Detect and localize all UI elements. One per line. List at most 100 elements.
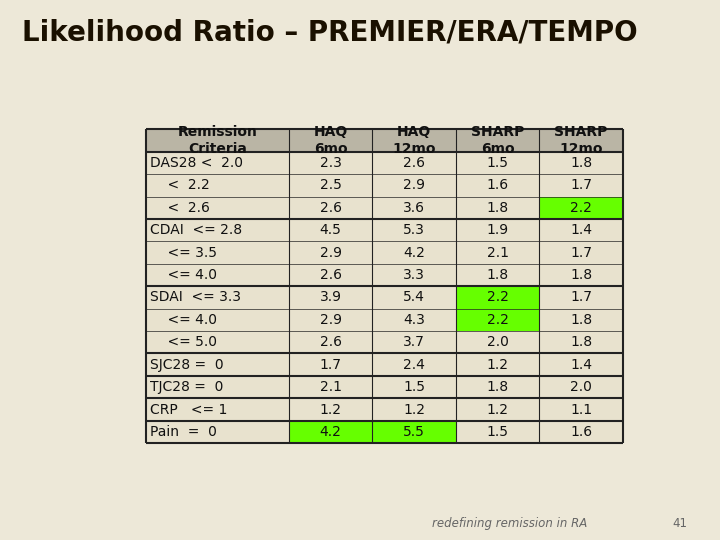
Bar	[145, 152, 289, 174]
Bar	[456, 219, 539, 241]
Text: 3.7: 3.7	[403, 335, 425, 349]
Bar	[372, 399, 456, 421]
Text: 1.1: 1.1	[570, 402, 593, 416]
Text: 2.1: 2.1	[487, 246, 508, 260]
Bar	[539, 197, 623, 219]
Text: redefining remission in RA: redefining remission in RA	[432, 517, 588, 530]
Text: 1.8: 1.8	[487, 268, 509, 282]
Bar	[456, 399, 539, 421]
Bar	[456, 197, 539, 219]
Text: CRP   <= 1: CRP <= 1	[150, 402, 228, 416]
Text: 2.0: 2.0	[570, 380, 592, 394]
Text: 2.2: 2.2	[487, 291, 508, 305]
Bar	[289, 219, 372, 241]
Bar	[372, 354, 456, 376]
Text: 5.5: 5.5	[403, 425, 425, 439]
Bar	[539, 152, 623, 174]
Text: 2.0: 2.0	[487, 335, 508, 349]
Bar	[145, 376, 289, 399]
Bar	[539, 286, 623, 309]
Text: Likelihood Ratio – PREMIER/ERA/TEMPO: Likelihood Ratio – PREMIER/ERA/TEMPO	[22, 19, 637, 47]
Bar	[289, 376, 372, 399]
Bar	[372, 241, 456, 264]
Bar	[372, 219, 456, 241]
Bar	[289, 421, 372, 443]
Bar	[456, 264, 539, 286]
Text: 1.8: 1.8	[487, 380, 509, 394]
Bar	[539, 219, 623, 241]
Bar	[456, 174, 539, 197]
Bar	[289, 197, 372, 219]
Text: 1.9: 1.9	[487, 223, 509, 237]
Text: 2.6: 2.6	[403, 156, 426, 170]
Text: 2.9: 2.9	[320, 313, 342, 327]
Bar	[372, 129, 456, 152]
Bar	[145, 354, 289, 376]
Text: 2.5: 2.5	[320, 178, 341, 192]
Text: 1.7: 1.7	[570, 246, 592, 260]
Text: <= 3.5: <= 3.5	[150, 246, 217, 260]
Bar	[145, 399, 289, 421]
Text: Remission
Criteria: Remission Criteria	[177, 125, 257, 156]
Text: SHARP
12mo: SHARP 12mo	[554, 125, 608, 156]
Text: 1.2: 1.2	[320, 402, 342, 416]
Bar	[456, 241, 539, 264]
Text: 2.6: 2.6	[320, 335, 342, 349]
Bar	[372, 174, 456, 197]
Text: <= 4.0: <= 4.0	[150, 313, 217, 327]
Bar	[539, 174, 623, 197]
Text: 2.2: 2.2	[487, 313, 508, 327]
Bar	[372, 309, 456, 331]
Bar	[539, 241, 623, 264]
Bar	[145, 219, 289, 241]
Text: 1.8: 1.8	[570, 268, 593, 282]
Text: 1.7: 1.7	[320, 357, 342, 372]
Bar	[145, 129, 289, 152]
Text: 1.4: 1.4	[570, 223, 592, 237]
Bar	[539, 354, 623, 376]
Text: 1.7: 1.7	[570, 178, 592, 192]
Text: 3.3: 3.3	[403, 268, 425, 282]
Bar	[289, 241, 372, 264]
Text: <= 4.0: <= 4.0	[150, 268, 217, 282]
Text: 1.5: 1.5	[403, 380, 426, 394]
Bar	[539, 129, 623, 152]
Text: 5.4: 5.4	[403, 291, 425, 305]
Bar	[372, 286, 456, 309]
Bar	[372, 197, 456, 219]
Bar	[539, 399, 623, 421]
Bar	[145, 197, 289, 219]
Bar	[539, 264, 623, 286]
Text: 1.4: 1.4	[570, 357, 592, 372]
Bar	[289, 286, 372, 309]
Bar	[145, 174, 289, 197]
Text: 1.5: 1.5	[487, 156, 508, 170]
Text: 2.9: 2.9	[403, 178, 426, 192]
Text: <= 5.0: <= 5.0	[150, 335, 217, 349]
Text: 1.8: 1.8	[487, 201, 509, 215]
Bar	[456, 309, 539, 331]
Text: 1.7: 1.7	[570, 291, 592, 305]
Bar	[372, 264, 456, 286]
Text: 1.8: 1.8	[570, 313, 593, 327]
Bar	[539, 376, 623, 399]
Text: SHARP
6mo: SHARP 6mo	[471, 125, 524, 156]
Text: HAQ
6mo: HAQ 6mo	[313, 125, 348, 156]
Text: 2.1: 2.1	[320, 380, 342, 394]
Text: 2.2: 2.2	[570, 201, 592, 215]
Text: 1.2: 1.2	[487, 402, 508, 416]
Bar	[456, 286, 539, 309]
Bar	[456, 129, 539, 152]
Bar	[289, 399, 372, 421]
Text: 3.9: 3.9	[320, 291, 342, 305]
Text: <  2.6: < 2.6	[150, 201, 210, 215]
Bar	[145, 241, 289, 264]
Bar	[145, 264, 289, 286]
Bar	[372, 331, 456, 354]
Bar	[539, 331, 623, 354]
Bar	[539, 421, 623, 443]
Text: 4.2: 4.2	[403, 246, 425, 260]
Bar	[372, 421, 456, 443]
Bar	[289, 264, 372, 286]
Bar	[456, 354, 539, 376]
